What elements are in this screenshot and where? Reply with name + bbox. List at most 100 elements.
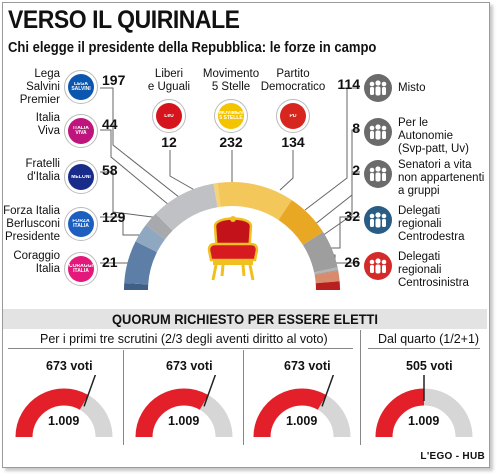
seat-count: 21 [102, 254, 118, 270]
gauge-fill [253, 388, 327, 438]
seat-count: 2 [352, 162, 360, 178]
quorum-title: QUORUM RICHIESTO PER ESSERE ELETTI [112, 311, 378, 327]
quorum-caption-first: Per i primi tre scrutini (2/3 degli aven… [40, 332, 328, 346]
logo-text: MELONI [71, 174, 91, 180]
hemicycle-segment [217, 182, 292, 221]
quorum-total: 1.009 [286, 414, 318, 428]
seat-count: 44 [102, 116, 118, 132]
logo-mark: LeU [156, 103, 182, 129]
hemicycle-segment [135, 224, 166, 253]
people-icon [369, 124, 387, 140]
hemicycle-segment [145, 213, 173, 240]
page-subtitle: Chi elegge il presidente della Repubblic… [8, 40, 377, 56]
gauge-pointer [321, 375, 335, 407]
group-icon [364, 160, 392, 188]
seat-count: 197 [102, 72, 126, 88]
hemicycle-segment [314, 269, 339, 275]
logo-mark: ITALIA VIVA [68, 118, 94, 144]
group-label: Fratelli d'Italia [25, 158, 60, 183]
hemicycle-segment [124, 282, 149, 290]
quorum-caption-fourth: Dal quarto (1/2+1) [378, 332, 480, 346]
quorum-gauge [15, 375, 113, 438]
group-label: Per le Autonomie (Svp-patt, Uv) [398, 117, 469, 155]
party-logo: PD [276, 99, 310, 133]
group-label: Forza Italia Berlusconi Presidente [3, 205, 60, 243]
credit: L'EGO - HUB [420, 451, 485, 462]
quorum-total: 1.009 [408, 414, 440, 428]
hemicycle-segment [302, 232, 338, 273]
divider [123, 350, 124, 445]
logo-text: LeU [164, 113, 174, 119]
quorum-gauge [135, 375, 233, 438]
seat-count: 114 [337, 76, 360, 92]
party-logo: MELONI [64, 160, 98, 194]
group-label: Italia Viva [35, 112, 60, 137]
gauge-fill [15, 388, 89, 438]
group-icon [364, 74, 392, 102]
hemicycle-segment [314, 267, 339, 275]
quorum-votes: 673 voti [46, 359, 93, 373]
seat-count: 129 [102, 209, 126, 225]
logo-mark: MELONI [68, 164, 94, 190]
seat-count: 232 [219, 134, 243, 150]
hemicycle-segment [315, 281, 340, 290]
group-icon [364, 252, 392, 280]
party-logo: CORAGGIO ITALIA [64, 252, 98, 286]
hemicycle-segment [278, 200, 324, 245]
logo-text: PD [289, 113, 297, 119]
hemicycle-segment [124, 241, 157, 285]
seat-count: 26 [344, 254, 360, 270]
quorum-votes: 673 voti [166, 359, 213, 373]
gauge-pointer [203, 375, 217, 407]
people-icon [369, 80, 387, 96]
page-title: VERSO IL QUIRINALE [8, 6, 240, 34]
divider [243, 350, 244, 445]
logo-text: ITALIA VIVA [73, 126, 89, 136]
hemicycle-arc [124, 182, 340, 290]
party-logo: ITALIA VIVA [64, 114, 98, 148]
seat-count: 134 [281, 134, 305, 150]
group-label: Lega Salvini Premier [19, 68, 60, 106]
throne-icon [207, 216, 259, 281]
hemicycle-diagram [100, 87, 360, 290]
quorum-gauge [375, 375, 473, 438]
group-label: Liberi e Uguali [147, 68, 191, 93]
group-icon [364, 206, 392, 234]
group-label: Partito Democratico [260, 68, 326, 93]
quorum-votes: 505 voti [406, 359, 453, 373]
divider [360, 330, 361, 445]
group-icon [364, 118, 392, 146]
group-label: Delegati regionali Centrosinistra [398, 251, 469, 289]
gauge-fill [375, 388, 425, 438]
logo-text: CORAGGIO ITALIA [69, 264, 93, 274]
seat-count: 32 [344, 208, 360, 224]
group-label: Senatori a vita non appartenenti a grupp… [398, 159, 485, 197]
seat-count: 12 [161, 134, 177, 150]
logo-text: MOVIMENTO 5 STELLE [219, 111, 243, 121]
people-icon [369, 166, 387, 182]
logo-text: LEGA SALVINI [71, 82, 91, 92]
people-icon [369, 258, 387, 274]
logo-mark: CORAGGIO ITALIA [68, 256, 94, 282]
logo-mark: MOVIMENTO 5 STELLE [218, 103, 244, 129]
group-label: Movimento 5 Stelle [202, 68, 260, 93]
divider [8, 348, 353, 349]
gauge-pointer [83, 375, 97, 407]
divider [368, 348, 480, 349]
quorum-gauge [253, 375, 351, 438]
seat-count: 58 [102, 162, 118, 178]
quorum-total: 1.009 [48, 414, 80, 428]
hemicycle-segment [213, 182, 221, 208]
seat-count: 8 [352, 120, 360, 136]
people-icon [369, 212, 387, 228]
logo-mark: PD [280, 103, 306, 129]
hemicycle-segment [155, 183, 218, 231]
quorum-band [3, 309, 487, 329]
hemicycle-segment [314, 270, 340, 284]
logo-text: FORZA ITALIA [72, 219, 90, 229]
group-label: Delegati regionali Centrodestra [398, 205, 465, 243]
party-logo: MOVIMENTO 5 STELLE [214, 99, 248, 133]
group-label: Coraggio Italia [13, 250, 60, 275]
party-logo: LeU [152, 99, 186, 133]
